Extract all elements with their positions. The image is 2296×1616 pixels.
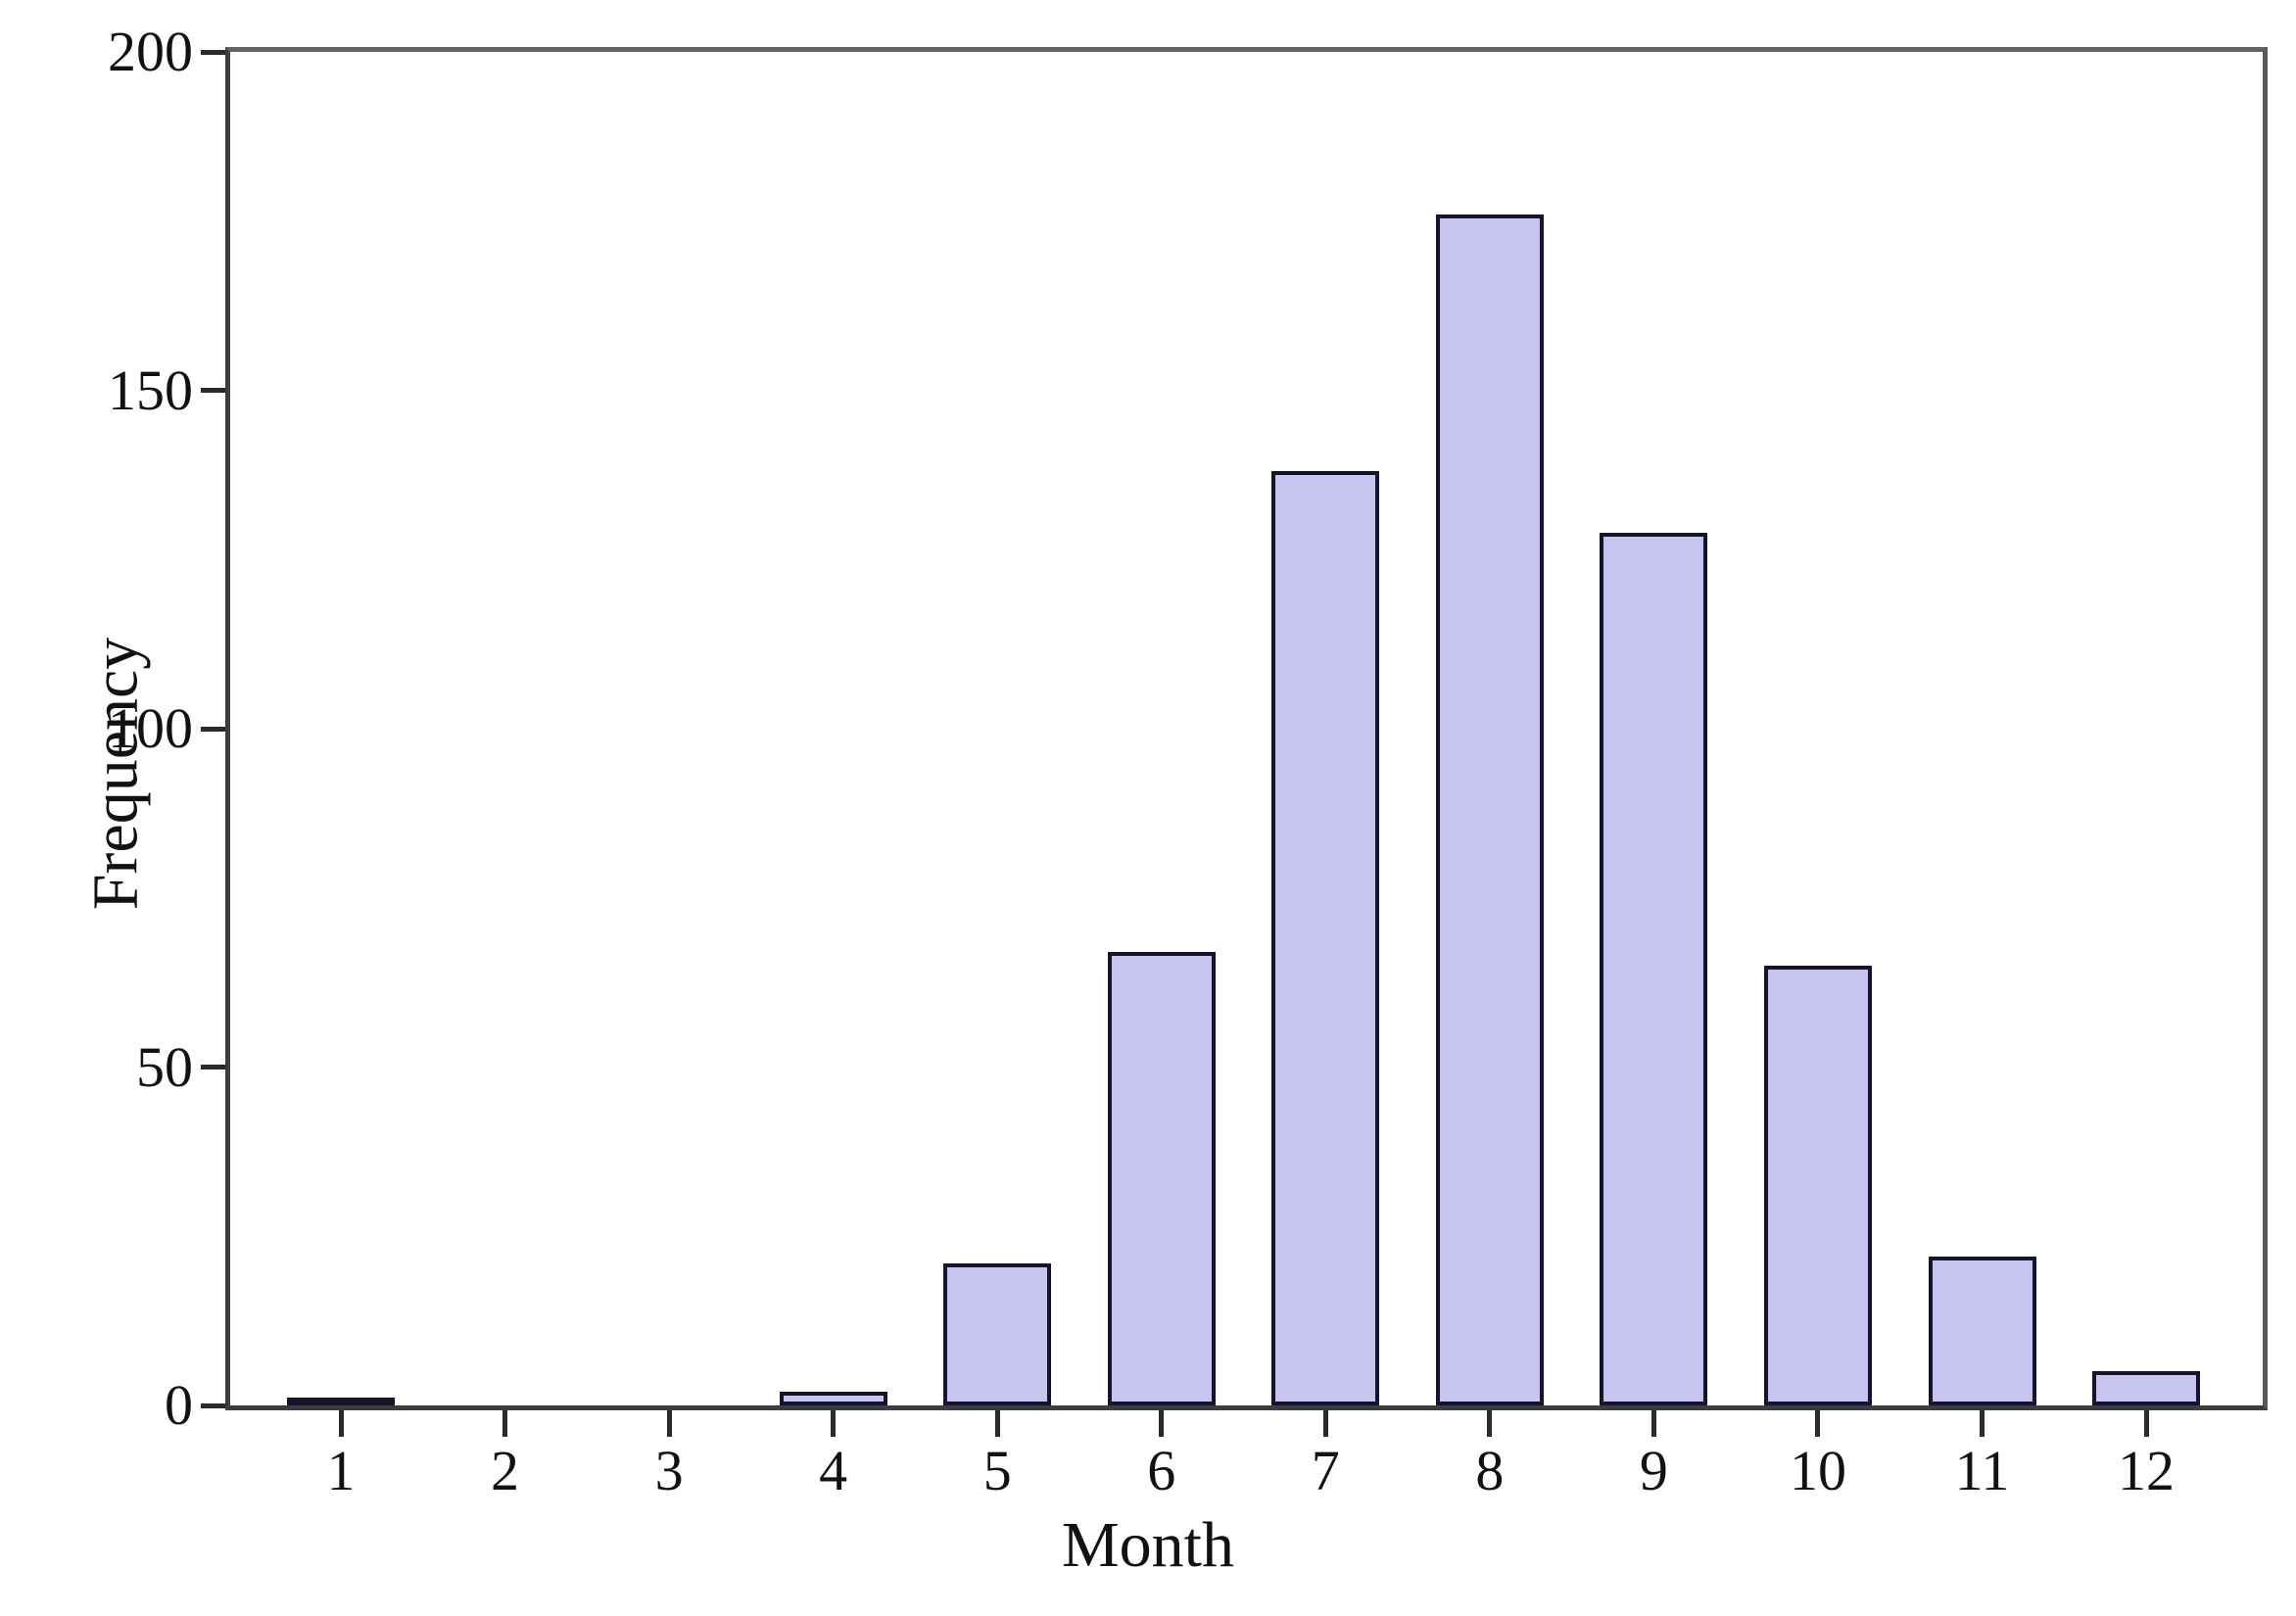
y-tick-mark-150	[201, 388, 225, 393]
bar-month-5	[943, 1262, 1052, 1405]
y-tick-mark-200	[201, 49, 225, 55]
x-tick-label-1: 1	[326, 1439, 356, 1502]
y-tick-mark-0	[201, 1402, 225, 1408]
bar-month-12	[2092, 1371, 2201, 1405]
x-tick-label-11: 11	[1954, 1439, 2010, 1502]
x-tick-label-6: 6	[1147, 1439, 1176, 1502]
x-tick-label-5: 5	[982, 1439, 1012, 1502]
y-axis-title: Frequency	[79, 637, 152, 911]
x-tick-mark-5	[994, 1410, 1000, 1437]
y-tick-label-100: 100	[108, 696, 193, 760]
bar-month-11	[1928, 1256, 2036, 1405]
bar-month-10	[1763, 965, 1872, 1405]
x-tick-label-2: 2	[491, 1439, 520, 1502]
x-tick-label-10: 10	[1789, 1439, 1846, 1502]
y-tick-label-150: 150	[108, 357, 193, 422]
x-tick-label-12: 12	[2118, 1439, 2176, 1502]
x-tick-mark-9	[1650, 1410, 1656, 1437]
bar-month-4	[779, 1392, 887, 1405]
x-tick-label-4: 4	[819, 1439, 848, 1502]
bar-month-7	[1271, 471, 1380, 1405]
y-tick-label-0: 0	[165, 1373, 193, 1437]
x-tick-mark-7	[1322, 1410, 1328, 1437]
x-tick-mark-12	[2143, 1410, 2149, 1437]
plot-area: 1 2 3 4 5 6 7 8 9 10 11 12 0 50 100 150 200	[108, 24, 2268, 1499]
x-tick-mark-6	[1159, 1410, 1165, 1437]
x-tick-label-3: 3	[654, 1439, 684, 1502]
bar-month-9	[1600, 532, 1708, 1405]
x-axis-title: Month	[1061, 1509, 1235, 1581]
x-tick-mark-8	[1487, 1410, 1493, 1437]
x-tick-mark-3	[666, 1410, 672, 1437]
x-tick-mark-2	[502, 1410, 508, 1437]
bar-month-8	[1435, 214, 1544, 1405]
bar-month-6	[1107, 952, 1216, 1405]
y-tick-label-200: 200	[108, 20, 193, 83]
y-tick-mark-100	[201, 726, 225, 732]
x-tick-label-9: 9	[1639, 1439, 1668, 1502]
x-tick-label-7: 7	[1311, 1439, 1340, 1502]
y-tick-mark-50	[201, 1065, 225, 1069]
x-tick-mark-10	[1815, 1410, 1821, 1437]
x-tick-mark-11	[1980, 1410, 1985, 1437]
x-tick-label-8: 8	[1475, 1439, 1505, 1502]
x-tick-mark-4	[831, 1410, 837, 1437]
y-tick-label-50: 50	[136, 1034, 193, 1099]
bar-month-1	[287, 1398, 395, 1405]
x-tick-mark-1	[338, 1410, 344, 1437]
